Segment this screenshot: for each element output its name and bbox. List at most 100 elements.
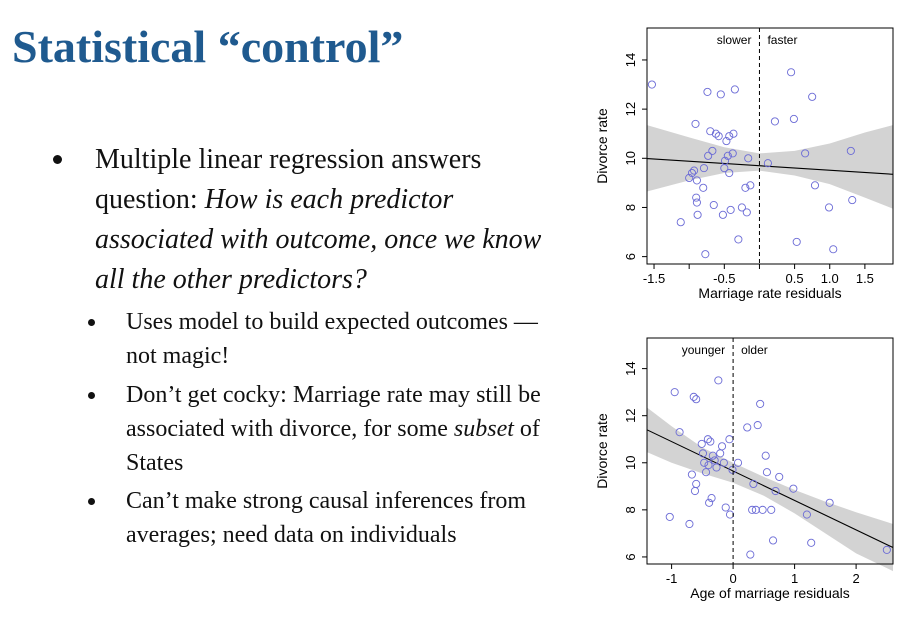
data-point bbox=[665, 512, 674, 521]
data-point bbox=[722, 137, 731, 146]
data-point bbox=[714, 132, 723, 141]
plot-frame bbox=[646, 27, 894, 265]
data-point bbox=[733, 458, 743, 467]
data-point bbox=[741, 183, 750, 192]
data-point bbox=[716, 449, 725, 458]
data-point bbox=[810, 181, 820, 190]
x-tick-label: -0.5 bbox=[713, 271, 735, 286]
data-point bbox=[692, 479, 701, 489]
data-point bbox=[719, 458, 728, 467]
data-point bbox=[687, 470, 696, 479]
data-point bbox=[693, 210, 702, 219]
data-point bbox=[802, 510, 811, 519]
data-point bbox=[746, 181, 755, 190]
y-tick-label: 8 bbox=[623, 204, 638, 211]
annotation-left: slower bbox=[717, 33, 752, 47]
data-point bbox=[708, 451, 717, 460]
data-point bbox=[807, 538, 816, 547]
y-tick-label: 8 bbox=[623, 506, 638, 513]
data-point bbox=[728, 465, 737, 474]
data-point bbox=[704, 151, 713, 160]
x-axis-label: Age of marriage residuals bbox=[690, 585, 850, 601]
slide-title: Statistical “control” bbox=[12, 21, 404, 72]
data-point bbox=[647, 80, 656, 89]
data-point bbox=[746, 550, 755, 559]
data-point bbox=[685, 519, 694, 529]
data-point bbox=[697, 439, 706, 448]
bullet-1-question: How is each predictor associated with ou… bbox=[95, 184, 542, 295]
y-tick-label: 10 bbox=[623, 151, 638, 165]
data-point bbox=[709, 200, 718, 210]
data-point bbox=[749, 479, 758, 489]
x-tick-label: 2 bbox=[852, 571, 859, 586]
y-tick-label: 6 bbox=[623, 553, 638, 560]
data-point bbox=[725, 435, 734, 444]
data-point bbox=[717, 442, 727, 451]
subbullet-2-text: Don’t get cocky: Marriage rate may still… bbox=[126, 382, 541, 442]
data-point bbox=[744, 154, 753, 163]
data-point bbox=[725, 510, 735, 519]
data-point bbox=[770, 117, 779, 126]
data-point bbox=[824, 203, 834, 212]
y-axis-label: Divorce rate bbox=[594, 413, 610, 489]
data-point bbox=[716, 90, 725, 99]
data-point bbox=[699, 164, 708, 173]
data-point bbox=[787, 68, 796, 77]
data-point bbox=[692, 176, 701, 185]
data-point bbox=[714, 376, 723, 385]
data-point bbox=[792, 237, 801, 246]
annotation-right: faster bbox=[767, 33, 797, 47]
data-point bbox=[846, 146, 855, 155]
data-point bbox=[758, 505, 767, 514]
data-point bbox=[699, 183, 708, 192]
data-point bbox=[789, 114, 798, 124]
y-tick-label: 12 bbox=[623, 102, 638, 116]
data-point bbox=[698, 449, 708, 458]
annotation-left: younger bbox=[682, 343, 725, 357]
data-point bbox=[685, 173, 694, 183]
data-point bbox=[705, 498, 714, 507]
data-point bbox=[712, 463, 721, 472]
data-point bbox=[789, 484, 798, 493]
data-point bbox=[703, 87, 712, 96]
data-point bbox=[701, 468, 711, 477]
data-point bbox=[703, 435, 712, 444]
subbullet-2-emphasis: subset bbox=[453, 416, 514, 442]
subbullet-1-text: Uses model to build expected outcomes — … bbox=[126, 309, 538, 369]
data-point bbox=[767, 505, 776, 514]
data-point bbox=[882, 545, 891, 554]
x-tick-label: -1 bbox=[666, 571, 678, 586]
data-point bbox=[762, 468, 771, 477]
x-tick-label: 0 bbox=[729, 571, 736, 586]
data-point bbox=[706, 437, 715, 446]
data-point bbox=[692, 193, 701, 202]
x-tick-label: 1.0 bbox=[821, 271, 839, 286]
data-point bbox=[761, 451, 770, 460]
data-point bbox=[701, 250, 710, 259]
data-point bbox=[704, 461, 713, 470]
subbullet-1: Uses model to build expected outcomes — … bbox=[88, 305, 556, 373]
subbullet-3: Can’t make strong causal inferences from… bbox=[88, 484, 556, 552]
data-point bbox=[690, 166, 699, 175]
data-point bbox=[676, 218, 685, 227]
data-point bbox=[723, 151, 732, 160]
data-point bbox=[728, 149, 737, 158]
data-point bbox=[692, 395, 701, 404]
x-tick-label: 1 bbox=[791, 571, 798, 586]
data-point bbox=[689, 392, 698, 401]
data-point bbox=[730, 85, 739, 94]
bullet-dot bbox=[88, 319, 95, 326]
data-point bbox=[725, 132, 734, 141]
data-point bbox=[700, 458, 709, 467]
data-point bbox=[708, 146, 717, 155]
data-point bbox=[706, 127, 715, 136]
data-point bbox=[718, 210, 727, 219]
data-point bbox=[691, 119, 700, 128]
annotation-right: older bbox=[741, 343, 768, 357]
data-point bbox=[769, 536, 778, 545]
data-point bbox=[670, 388, 679, 397]
data-point bbox=[756, 399, 765, 408]
data-point bbox=[729, 129, 738, 138]
data-point bbox=[692, 198, 701, 207]
